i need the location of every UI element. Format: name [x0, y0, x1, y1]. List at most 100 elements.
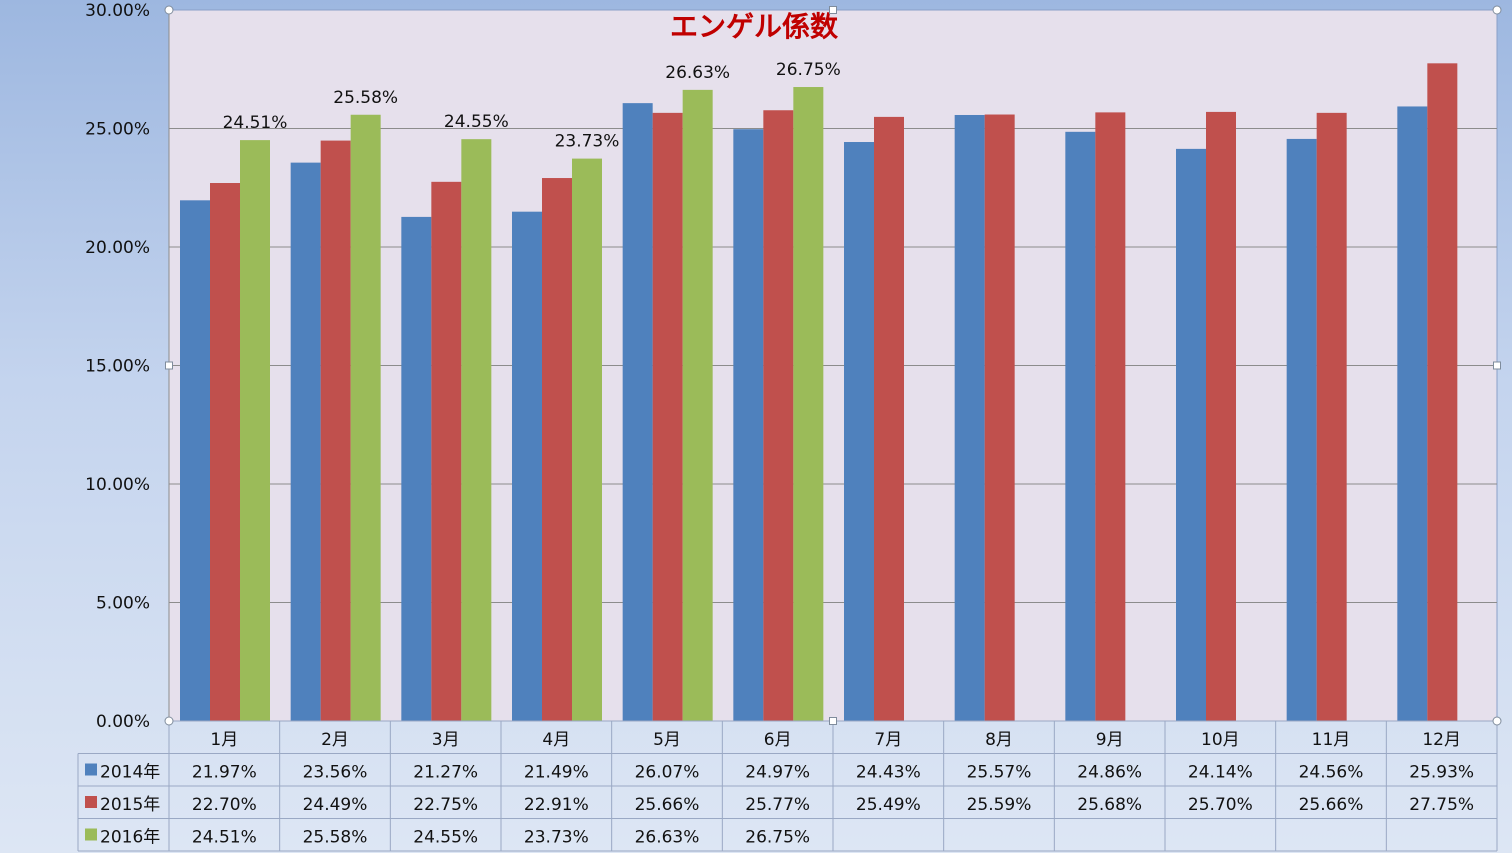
legend-key — [85, 763, 97, 776]
data-label: 25.58% — [333, 88, 398, 108]
table-cell: 23.73% — [524, 828, 589, 848]
bar — [542, 178, 572, 721]
y-tick-label: 25.00% — [85, 120, 150, 140]
bar — [180, 200, 210, 721]
bar — [1316, 112, 1347, 721]
x-tick-label: 9月 — [1096, 730, 1124, 750]
bar — [874, 116, 904, 721]
table-cell: 23.56% — [303, 763, 368, 783]
table-cell: 25.68% — [1077, 795, 1142, 815]
table-cell: 27.75% — [1409, 795, 1474, 815]
bar — [461, 139, 492, 722]
resize-handle[interactable] — [1492, 716, 1502, 726]
x-tick-label: 2月 — [321, 730, 349, 750]
bar — [622, 103, 653, 722]
bar — [431, 181, 462, 721]
y-tick-label: 30.00% — [85, 1, 150, 21]
data-label: 24.55% — [444, 112, 509, 132]
bar — [1176, 148, 1206, 721]
legend-label: 2014年 — [100, 763, 160, 783]
x-tick-label: 10月 — [1201, 730, 1240, 750]
bar — [1206, 111, 1236, 721]
bar — [512, 211, 542, 721]
resize-handle[interactable] — [164, 5, 174, 15]
bar — [733, 129, 764, 721]
gridlines — [169, 128, 1497, 603]
table-cell: 26.07% — [635, 763, 700, 783]
legend-key — [85, 828, 97, 841]
x-tick-label: 12月 — [1422, 730, 1461, 750]
table-cell: 21.97% — [192, 763, 257, 783]
bar — [210, 183, 240, 721]
bar — [290, 162, 321, 722]
bar — [572, 158, 602, 721]
table-cell: 22.75% — [413, 795, 478, 815]
x-tick-label: 11月 — [1312, 730, 1351, 750]
resize-handle[interactable] — [165, 361, 173, 370]
legend-label: 2016年 — [100, 828, 160, 848]
legend-label: 2015年 — [100, 795, 160, 815]
bar — [240, 140, 270, 721]
table-cell: 25.49% — [856, 795, 921, 815]
table-cell: 24.49% — [303, 795, 368, 815]
table-cell: 25.66% — [1299, 795, 1364, 815]
table-cell: 25.77% — [745, 795, 810, 815]
x-tick-label: 3月 — [432, 730, 460, 750]
bar — [793, 87, 824, 721]
table-cell: 24.56% — [1299, 763, 1364, 783]
bar — [652, 112, 683, 721]
bar — [1427, 63, 1458, 721]
table-cell: 24.55% — [413, 828, 478, 848]
table-cell: 21.27% — [413, 763, 478, 783]
legend-key — [85, 796, 97, 808]
bar — [320, 140, 351, 721]
y-tick-label: 5.00% — [96, 594, 150, 614]
table-cell: 24.86% — [1077, 763, 1142, 783]
table-cell: 25.59% — [967, 795, 1032, 815]
table-cell: 22.70% — [192, 795, 257, 815]
resize-handle[interactable] — [1492, 5, 1502, 15]
bar — [682, 89, 713, 721]
x-tick-label: 6月 — [764, 730, 792, 750]
table-cell: 25.93% — [1409, 763, 1474, 783]
table-cell: 26.75% — [745, 828, 810, 848]
selection-handles[interactable] — [164, 5, 1502, 726]
bars — [180, 63, 1458, 722]
chart-title: エンゲル係数 — [670, 10, 839, 43]
table-cell: 24.43% — [856, 763, 921, 783]
resize-handle[interactable] — [164, 716, 174, 726]
resize-handle[interactable] — [829, 6, 837, 14]
bar — [1095, 112, 1126, 721]
x-tick-label: 1月 — [210, 730, 238, 750]
table-cell: 25.57% — [967, 763, 1032, 783]
table-cell: 25.70% — [1188, 795, 1253, 815]
data-label: 24.51% — [223, 113, 288, 133]
resize-handle[interactable] — [1493, 361, 1501, 370]
data-label: 23.73% — [555, 132, 620, 152]
table-cell: 25.66% — [635, 795, 700, 815]
table-cell: 21.49% — [524, 763, 589, 783]
bar — [763, 110, 794, 722]
x-tick-label: 4月 — [542, 730, 570, 750]
data-label: 26.75% — [776, 60, 841, 80]
bar — [954, 114, 985, 722]
table-cell: 24.14% — [1188, 763, 1253, 783]
data-labels: 24.51% 25.58% 24.55% 23.73% 26.63% 26.75% — [223, 60, 841, 152]
y-tick-label: 10.00% — [85, 475, 150, 495]
bar — [984, 114, 1015, 722]
bar — [401, 216, 432, 721]
data-table: 1月 2月 3月 4月 5月 6月 7月 8月 9月 10月 11月 12月 2014年 21.97% 23… — [77, 720, 1498, 852]
bar — [1065, 131, 1096, 721]
table-cell: 24.51% — [192, 828, 257, 848]
table-cell: 24.97% — [745, 763, 810, 783]
table-cell: 26.63% — [635, 828, 700, 848]
resize-handle[interactable] — [829, 717, 837, 725]
bar — [1286, 138, 1317, 722]
y-tick-label: 20.00% — [85, 238, 150, 258]
bar — [350, 114, 381, 721]
bar — [844, 142, 874, 721]
data-label: 26.63% — [665, 63, 730, 83]
y-tick-label: 0.00% — [96, 712, 150, 732]
y-tick-label: 15.00% — [85, 357, 150, 377]
